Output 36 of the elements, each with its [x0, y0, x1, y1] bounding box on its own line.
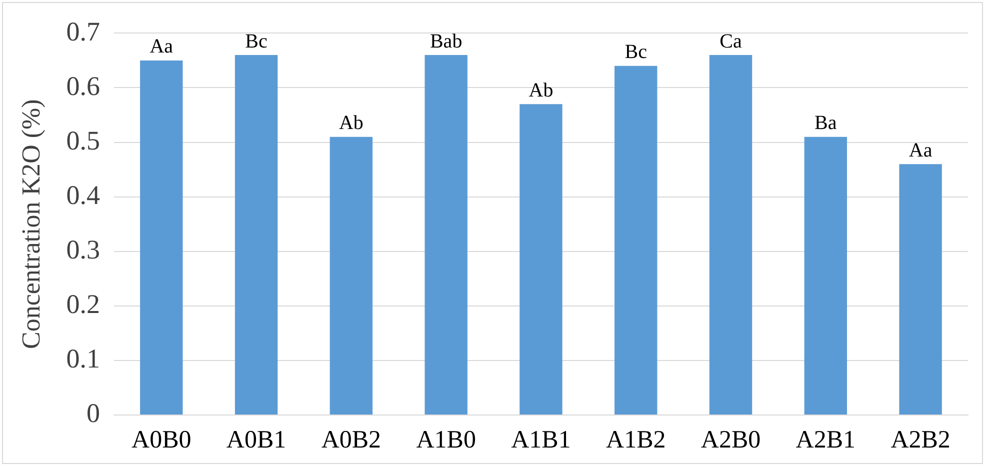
bar — [234, 55, 278, 414]
bar — [709, 55, 752, 414]
x-tick-label: A2B1 — [796, 426, 856, 454]
y-tick-label: 0.3 — [66, 234, 100, 264]
x-tick-label: A2B0 — [700, 426, 761, 454]
y-tick-label: 0.1 — [66, 344, 100, 374]
annotation: Ca — [720, 30, 742, 52]
annotation: Aa — [908, 139, 932, 162]
x-tick-label: A1B0 — [416, 426, 476, 454]
y-tick-label: 0.6 — [66, 70, 100, 101]
bar — [899, 164, 942, 414]
x-tick-label: A0B1 — [226, 426, 286, 454]
bar — [520, 104, 562, 414]
x-tick-label: A1B2 — [606, 426, 666, 454]
annotation: Bc — [245, 30, 268, 52]
y-tick-label: 0.5 — [66, 125, 100, 156]
annotation: Bc — [624, 41, 648, 64]
x-tick-label: A0B2 — [321, 426, 382, 454]
bar — [140, 60, 183, 414]
annotation: Ba — [814, 112, 837, 134]
bar — [804, 136, 848, 414]
x-tick-label: A0B0 — [132, 426, 192, 454]
bar — [614, 66, 658, 414]
y-tick-label: 0.2 — [66, 289, 100, 320]
annotation: Ab — [338, 112, 364, 134]
annotation: Ab — [528, 79, 554, 102]
annotation: Bab — [430, 30, 462, 52]
y-tick-label: 0.7 — [66, 16, 100, 46]
bar — [424, 55, 468, 414]
annotation: Aa — [150, 36, 174, 58]
y-tick-label: 0 — [86, 398, 100, 428]
y-tick-label: 0.4 — [66, 180, 100, 210]
bar — [330, 136, 373, 414]
x-tick-label: A1B1 — [511, 426, 571, 454]
x-tick-label: A2B2 — [890, 426, 950, 454]
y-axis-title: Concentration K2O (%) — [16, 99, 46, 350]
